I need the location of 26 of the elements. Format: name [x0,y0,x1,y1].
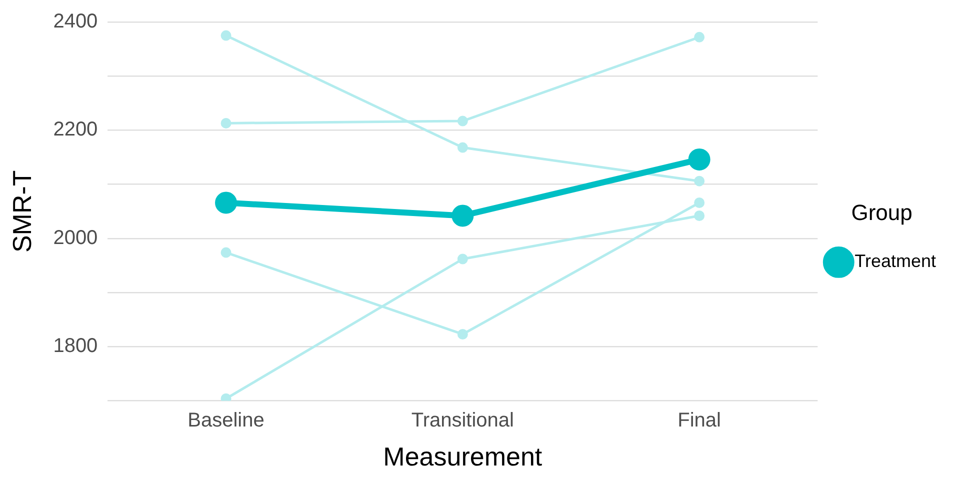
point [452,204,474,227]
point [215,192,238,214]
y-tick-label: 1800 [53,335,98,358]
point [220,247,232,258]
point [694,210,705,221]
point [457,116,468,126]
x-axis-title: Measurement [383,442,543,472]
y-tick-label: 2000 [53,226,98,249]
y-tick-label: 2200 [53,118,98,141]
legend-title: Group [851,200,912,225]
point [694,176,705,186]
point [220,393,232,401]
y-tick-label: 2400 [53,10,98,33]
x-tick-label: Transitional [411,409,514,432]
point [457,254,468,264]
point [694,197,705,208]
point [457,142,468,153]
legend-label: Treatment [854,251,936,272]
point [457,328,468,340]
x-tick-label: Final [678,409,721,432]
x-tick-label: Baseline [188,409,264,432]
point [220,30,232,41]
y-axis-title: SMR-T [6,170,37,253]
point [220,118,232,128]
point [694,32,705,42]
point [688,148,710,170]
